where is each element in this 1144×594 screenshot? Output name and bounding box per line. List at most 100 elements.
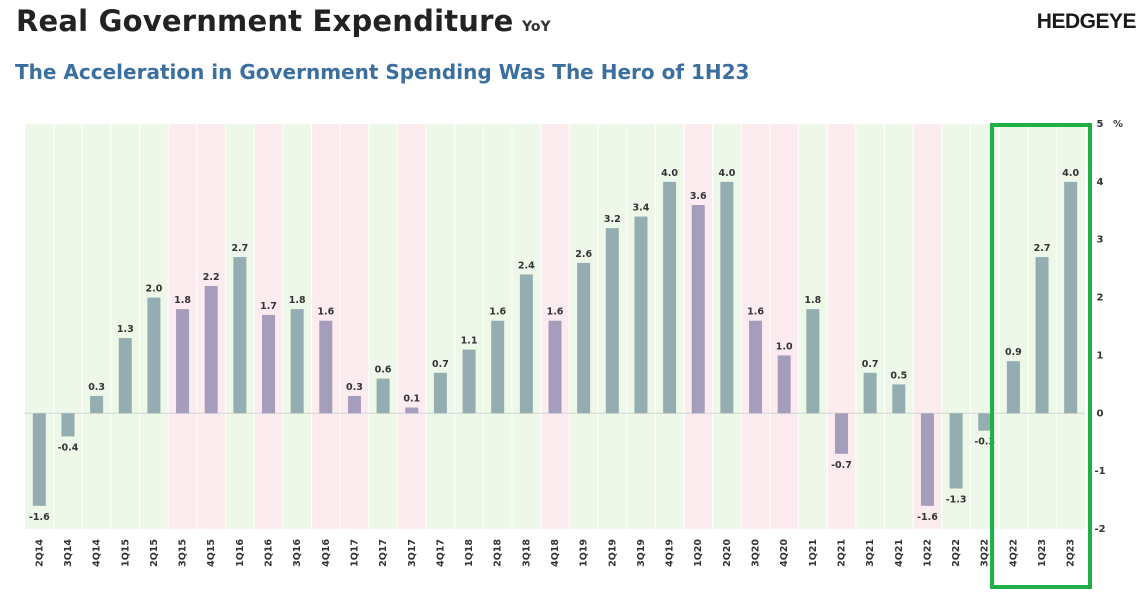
data-label-2Q19: 3.2 bbox=[604, 214, 621, 225]
band-1Q17 bbox=[340, 124, 369, 529]
bar-3Q17 bbox=[405, 407, 419, 414]
x-tick-label: 4Q17 bbox=[435, 539, 446, 567]
x-tick-label: 4Q19 bbox=[665, 539, 676, 567]
x-tick-label: 1Q15 bbox=[120, 539, 131, 567]
x-tick-label: 4Q22 bbox=[1008, 539, 1019, 567]
chart-title-suffix: YoY bbox=[521, 19, 551, 35]
bar-1Q20 bbox=[691, 205, 705, 414]
x-tick-label: 2Q22 bbox=[951, 539, 962, 567]
bar-2Q14 bbox=[32, 413, 46, 506]
data-label-4Q19: 4.0 bbox=[661, 168, 678, 179]
bar-2Q21 bbox=[834, 413, 848, 454]
x-tick-label: 4Q16 bbox=[321, 539, 332, 567]
data-label-4Q22: 0.9 bbox=[1005, 347, 1022, 358]
bar-1Q16 bbox=[233, 257, 247, 414]
data-label-4Q15: 2.2 bbox=[203, 272, 220, 283]
y-tick-label: -1 bbox=[1094, 466, 1105, 477]
data-label-3Q20: 1.6 bbox=[747, 307, 764, 318]
bar-2Q20 bbox=[720, 181, 734, 414]
x-tick-label: 2Q17 bbox=[378, 539, 389, 567]
bar-4Q14 bbox=[90, 395, 104, 414]
data-label-1Q16: 2.7 bbox=[231, 243, 248, 254]
data-label-1Q21: 1.8 bbox=[804, 295, 821, 306]
x-tick-label: 3Q21 bbox=[865, 539, 876, 567]
data-label-3Q14: -0.4 bbox=[58, 442, 79, 453]
data-label-3Q15: 1.8 bbox=[174, 295, 191, 306]
x-tick-label: 1Q23 bbox=[1037, 539, 1048, 567]
bar-3Q18 bbox=[519, 274, 533, 414]
x-tick-label: 3Q19 bbox=[636, 539, 647, 567]
y-unit-label: % bbox=[1113, 119, 1123, 130]
data-label-3Q16: 1.8 bbox=[289, 295, 306, 306]
title-row: Real Government Expenditure YoY bbox=[16, 4, 551, 38]
bar-2Q22 bbox=[949, 413, 963, 489]
bar-3Q20 bbox=[749, 320, 763, 414]
bar-1Q15 bbox=[118, 338, 132, 414]
x-tick-label: 1Q19 bbox=[579, 539, 590, 567]
x-tick-label: 1Q21 bbox=[808, 539, 819, 567]
x-tick-label: 4Q18 bbox=[550, 539, 561, 567]
band-3Q17 bbox=[397, 124, 427, 529]
y-tick-label: 1 bbox=[1097, 350, 1104, 361]
bar-3Q19 bbox=[634, 216, 648, 414]
bar-2Q16 bbox=[262, 314, 276, 414]
data-label-1Q18: 1.1 bbox=[461, 336, 478, 347]
y-tick-label: 0 bbox=[1097, 408, 1104, 419]
chart-title: Real Government Expenditure bbox=[16, 4, 514, 38]
x-tick-label: 2Q15 bbox=[149, 539, 160, 567]
bar-4Q21 bbox=[892, 384, 906, 414]
data-label-1Q22: -1.6 bbox=[917, 512, 938, 523]
x-tick-label: 2Q20 bbox=[722, 539, 733, 567]
x-tick-label: 3Q20 bbox=[751, 539, 762, 567]
x-tick-label: 3Q17 bbox=[407, 539, 418, 567]
bar-4Q20 bbox=[777, 355, 791, 414]
data-label-4Q21: 0.5 bbox=[890, 370, 907, 381]
highlight-box bbox=[990, 123, 1093, 589]
y-tick-label: 5 bbox=[1097, 119, 1104, 130]
x-tick-label: 2Q19 bbox=[607, 539, 618, 567]
data-label-1Q17: 0.3 bbox=[346, 382, 363, 393]
band-1Q15 bbox=[110, 124, 140, 529]
x-tick-label: 3Q15 bbox=[178, 539, 189, 567]
band-1Q18 bbox=[454, 124, 484, 529]
data-label-4Q14: 0.3 bbox=[88, 382, 105, 393]
x-tick-label: 3Q22 bbox=[980, 539, 991, 567]
bar-3Q22 bbox=[978, 413, 992, 431]
band-4Q22 bbox=[999, 124, 1028, 529]
y-tick-label: 2 bbox=[1097, 293, 1104, 304]
x-tick-label: 2Q14 bbox=[34, 539, 45, 567]
bar-1Q19 bbox=[577, 262, 591, 414]
data-label-2Q21: -0.7 bbox=[831, 460, 852, 471]
data-label-4Q18: 1.6 bbox=[547, 307, 564, 318]
data-label-1Q15: 1.3 bbox=[117, 324, 134, 335]
x-tick-label: 1Q20 bbox=[693, 539, 704, 567]
x-tick-label: 1Q22 bbox=[922, 539, 933, 567]
data-label-1Q20: 3.6 bbox=[690, 191, 707, 202]
x-tick-label: 2Q21 bbox=[836, 539, 847, 567]
band-3Q22 bbox=[970, 124, 1000, 529]
x-tick-label: 4Q20 bbox=[779, 539, 790, 567]
band-4Q20 bbox=[769, 124, 799, 529]
data-label-1Q23: 2.7 bbox=[1034, 243, 1051, 254]
bar-2Q19 bbox=[605, 228, 619, 414]
data-label-3Q18: 2.4 bbox=[518, 260, 535, 271]
x-tick-label: 2Q23 bbox=[1066, 539, 1077, 567]
x-tick-label: 1Q18 bbox=[464, 539, 475, 567]
bar-1Q21 bbox=[806, 309, 820, 414]
x-tick-label: 3Q14 bbox=[63, 539, 74, 567]
data-label-4Q17: 0.7 bbox=[432, 359, 449, 370]
bar-2Q23 bbox=[1064, 181, 1078, 414]
bar-3Q16 bbox=[290, 309, 304, 414]
data-label-2Q16: 1.7 bbox=[260, 301, 277, 312]
bar-4Q17 bbox=[433, 372, 447, 414]
y-tick-label: 4 bbox=[1097, 177, 1104, 188]
band-4Q14 bbox=[82, 124, 111, 529]
data-label-2Q14: -1.6 bbox=[29, 512, 50, 523]
bar-1Q22 bbox=[920, 413, 934, 506]
bar-2Q18 bbox=[491, 320, 505, 414]
band-3Q14 bbox=[53, 124, 83, 529]
y-tick-label: -2 bbox=[1094, 524, 1105, 535]
data-label-4Q20: 1.0 bbox=[776, 341, 793, 352]
x-tick-label: 1Q17 bbox=[349, 539, 360, 567]
bar-4Q18 bbox=[548, 320, 562, 414]
